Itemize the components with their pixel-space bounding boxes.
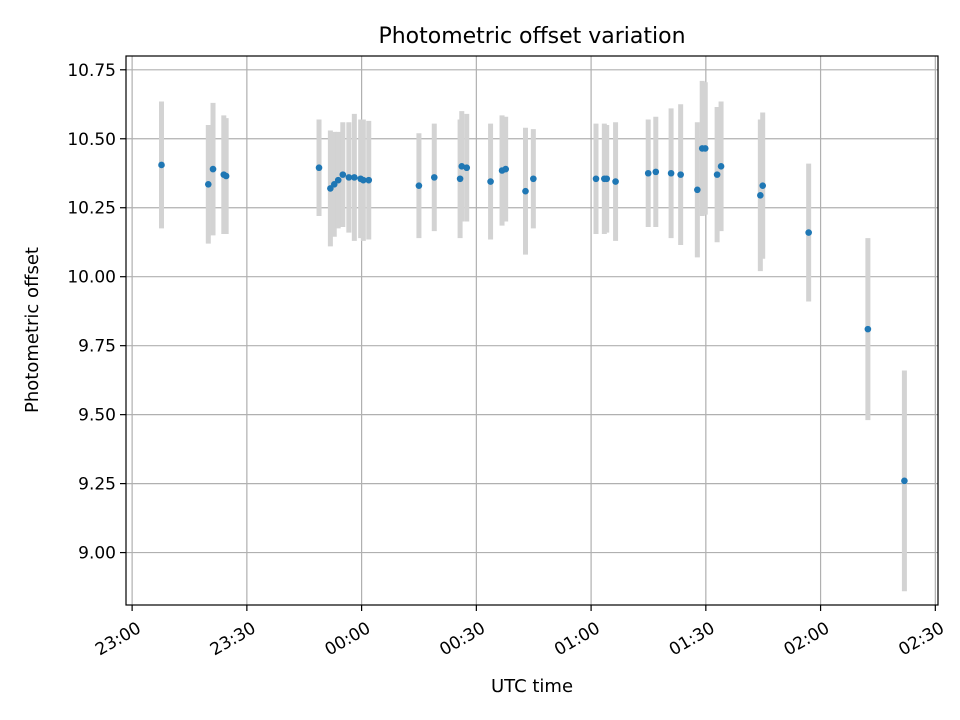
data-point (757, 192, 764, 199)
data-point (334, 176, 342, 184)
y-tick-label: 9.75 (78, 337, 116, 357)
data-point (805, 229, 812, 236)
y-axis-label: Photometric offset (22, 247, 43, 413)
data-point (530, 175, 537, 183)
data-point (327, 185, 334, 192)
data-point (487, 178, 494, 185)
y-tick-label: 10.00 (67, 268, 116, 288)
data-point (603, 175, 611, 183)
data-point (365, 176, 373, 184)
data-point (612, 178, 619, 185)
y-axis-ticks: 9.00 9.25 9.50 9.75 10.00 10.25 10.50 10.75 (67, 61, 126, 564)
data-point (592, 175, 600, 183)
data-point (759, 182, 766, 189)
data-point (701, 145, 709, 152)
data-point (652, 168, 660, 176)
y-tick-label: 10.75 (67, 61, 116, 81)
x-axis-label: UTC time (491, 676, 573, 697)
data-point (677, 171, 684, 178)
data-point (415, 182, 423, 189)
data-point (713, 171, 721, 178)
data-point (502, 165, 509, 173)
data-point (864, 325, 872, 333)
data-point (204, 180, 212, 188)
data-point (667, 169, 675, 177)
data-point (456, 175, 464, 183)
data-point (345, 174, 353, 181)
data-point (339, 171, 347, 178)
data-points (158, 145, 908, 485)
data-point (315, 164, 323, 172)
chart-title: Photometric offset variation (378, 24, 685, 49)
plot-frame (125, 55, 939, 606)
data-point (430, 174, 438, 181)
data-point (360, 176, 367, 184)
data-point (209, 165, 217, 173)
data-point (330, 180, 338, 188)
data-point (717, 163, 725, 170)
data-point (351, 174, 358, 181)
data-point (222, 172, 230, 180)
data-point (694, 186, 701, 194)
y-tick-label: 9.00 (78, 544, 116, 564)
y-tick-label: 9.50 (78, 406, 116, 426)
data-point (644, 169, 652, 177)
data-point (158, 161, 165, 169)
data-point (463, 164, 471, 172)
y-tick-label: 10.25 (67, 199, 116, 219)
y-tick-label: 10.50 (67, 130, 116, 150)
data-point (458, 163, 466, 170)
y-tick-label: 9.25 (78, 475, 116, 495)
data-point (522, 187, 529, 195)
data-point (901, 477, 908, 485)
